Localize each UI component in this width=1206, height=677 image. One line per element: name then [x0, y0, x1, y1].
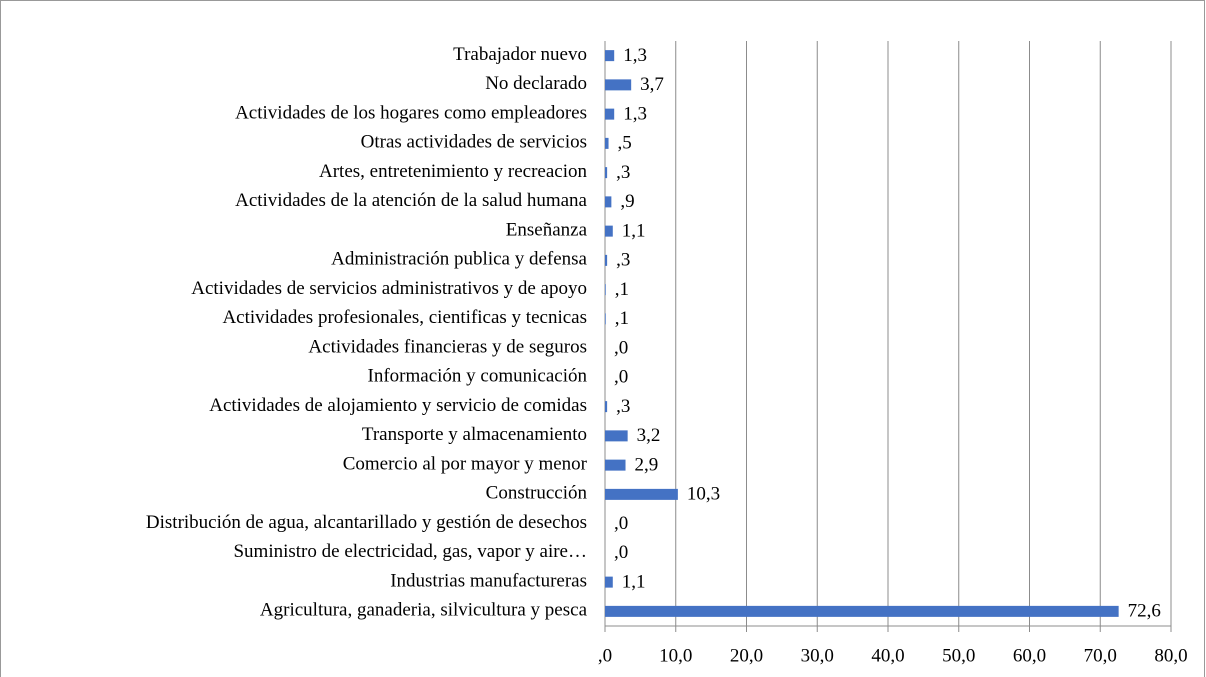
value-label: ,0 [614, 542, 628, 563]
y-tick-label: Trabajador nuevo [453, 44, 587, 65]
value-label: ,9 [620, 191, 634, 212]
x-tick-label: 80,0 [1154, 645, 1187, 666]
bar [605, 50, 615, 62]
bar [605, 488, 678, 500]
bar [605, 137, 609, 149]
value-label: ,0 [614, 367, 628, 388]
bar [605, 459, 626, 471]
x-tick-label: 50,0 [942, 645, 975, 666]
bar [605, 108, 615, 120]
y-tick-label: Construcción [486, 483, 588, 504]
y-tick-label: Actividades de la atención de la salud h… [235, 190, 587, 211]
bar [605, 401, 608, 413]
value-label: 10,3 [687, 484, 720, 505]
x-tick-label: 10,0 [659, 645, 692, 666]
value-label: 3,7 [640, 74, 664, 95]
value-label: ,3 [616, 396, 630, 417]
value-label: 1,1 [622, 571, 646, 592]
y-tick-label: Artes, entretenimiento y recreacion [319, 161, 587, 182]
y-tick-label: Suministro de electricidad, gas, vapor y… [233, 541, 587, 562]
bar [605, 605, 1119, 617]
bar [605, 167, 608, 179]
y-tick-label: Administración publica y defensa [331, 249, 587, 270]
value-label: 1,3 [623, 103, 647, 124]
x-tick-label: 70,0 [1084, 645, 1117, 666]
x-tick-label: ,0 [598, 645, 612, 666]
y-tick-label: Actividades financieras y de seguros [308, 336, 587, 357]
x-tick-label: 20,0 [730, 645, 763, 666]
value-label: 72,6 [1128, 601, 1161, 622]
y-tick-label: Actividades profesionales, cientificas y… [222, 307, 587, 328]
value-label: ,1 [615, 279, 629, 300]
bar [605, 313, 606, 325]
y-tick-label: Industrias manufactureras [390, 570, 587, 591]
bar [605, 430, 628, 442]
value-label: 1,1 [622, 220, 646, 241]
bar [605, 254, 608, 266]
value-label: ,1 [615, 308, 629, 329]
y-tick-label: Distribución de agua, alcantarillado y g… [146, 512, 587, 533]
value-label: 1,3 [623, 45, 647, 66]
y-tick-label: Transporte y almacenamiento [362, 424, 587, 445]
x-tick-label: 60,0 [1013, 645, 1046, 666]
y-tick-label: No declarado [485, 73, 587, 94]
y-tick-label: Enseñanza [506, 219, 588, 240]
y-tick-label: Actividades de los hogares como empleado… [235, 102, 587, 123]
value-label: ,5 [618, 133, 632, 154]
x-tick-label: 40,0 [871, 645, 904, 666]
bar [605, 196, 612, 208]
value-label: 3,2 [637, 425, 661, 446]
y-tick-label: Información y comunicación [368, 366, 588, 387]
y-tick-label: Agricultura, ganaderia, silvicultura y p… [260, 600, 588, 621]
value-label: ,0 [614, 513, 628, 534]
bar [605, 576, 613, 588]
value-label: ,3 [616, 250, 630, 271]
x-tick-label: 30,0 [801, 645, 834, 666]
y-tick-label: Actividades de servicios administrativos… [191, 278, 587, 299]
bar [605, 225, 613, 237]
bar [605, 79, 632, 91]
value-label: ,3 [616, 162, 630, 183]
y-tick-label: Otras actividades de servicios [361, 132, 587, 153]
y-tick-label: Actividades de alojamiento y servicio de… [209, 395, 587, 416]
value-label: ,0 [614, 337, 628, 358]
y-tick-label: Comercio al por mayor y menor [343, 453, 588, 474]
value-label: 2,9 [635, 454, 659, 475]
bar [605, 284, 606, 296]
